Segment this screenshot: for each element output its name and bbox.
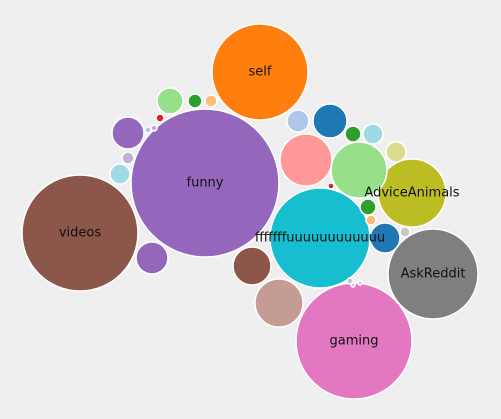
bubble-29[interactable] [399,226,411,238]
bubble-adviceanimals[interactable] [377,158,447,228]
bubble-15[interactable] [232,246,272,286]
bubble-label-gaming: gaming [330,334,379,349]
bubble-label-videos: videos [59,226,102,241]
bubble-25[interactable] [144,126,152,134]
bubble-self[interactable] [211,23,309,121]
bubble-21[interactable] [204,94,218,108]
bubble-33[interactable] [350,282,356,288]
bubble-22[interactable] [155,113,165,123]
bubble-label-adviceanimals: AdviceAnimals [364,186,459,201]
bubble-label-fffffffuuuuuuuuuuuu: fffffffuuuuuuuuuuuu [255,231,385,246]
bubble-13[interactable] [362,123,384,145]
bubble-20[interactable] [187,93,203,109]
bubble-9[interactable] [279,133,333,187]
bubble-10[interactable] [312,103,348,139]
bubble-funny[interactable] [130,108,280,258]
bubble-14[interactable] [385,141,407,163]
bubble-28[interactable] [365,214,377,226]
bubble-18[interactable] [135,241,169,275]
bubble-27[interactable] [359,198,377,216]
bubble-24[interactable] [109,163,131,185]
bubble-11[interactable] [286,109,310,133]
bubble-label-self: self [249,65,272,80]
bubble-videos[interactable] [21,174,139,292]
bubble-7[interactable] [121,151,135,165]
bubble-askreddit[interactable] [387,228,479,320]
bubble-26[interactable] [369,222,401,254]
bubble-32[interactable] [357,280,363,286]
bubble-17[interactable] [111,116,145,150]
bubble-12[interactable] [344,125,362,143]
bubble-19[interactable] [330,141,388,199]
bubble-label-funny: funny [187,176,224,191]
bubble-23[interactable] [150,124,158,132]
bubble-16[interactable] [254,278,304,328]
bubble-label-askreddit: AskReddit [401,267,466,282]
bubble-31[interactable] [346,277,354,285]
bubble-30[interactable] [327,182,335,190]
bubble-8[interactable] [156,87,184,115]
